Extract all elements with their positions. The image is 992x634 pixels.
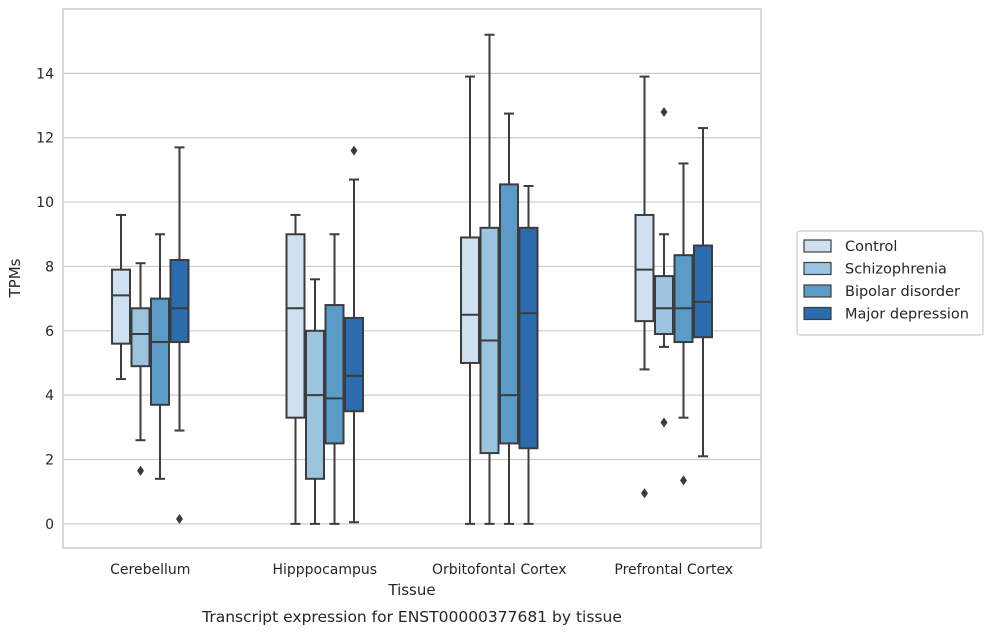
- box-iqr: [634, 213, 655, 323]
- box-iqr: [285, 233, 306, 419]
- outlier-point: [350, 145, 358, 156]
- box-iqr: [518, 226, 539, 450]
- box-iqr: [169, 258, 190, 344]
- outlier-point: [137, 465, 144, 476]
- x-tick-label: Prefrontal Cortex: [614, 562, 733, 578]
- box-1-0: [285, 213, 306, 525]
- x-axis-ticks: Cerebellum Hipppocampus Orbitofontal Corte…: [110, 562, 733, 578]
- legend-label: Bipolar disorder: [845, 284, 960, 300]
- box-1-3: [344, 145, 364, 524]
- box-iqr: [305, 329, 325, 480]
- box-iqr: [499, 183, 519, 445]
- box-3-0: [634, 75, 655, 499]
- outlier-point: [660, 417, 668, 428]
- box-iqr: [344, 316, 364, 413]
- box-plot-series: [111, 33, 713, 525]
- box-2-1: [479, 33, 500, 525]
- box-3-3: [693, 127, 713, 458]
- x-tick-label: Hipppocampus: [272, 562, 377, 578]
- box-0-3: [169, 146, 190, 525]
- box-iqr: [654, 275, 674, 336]
- y-tick-label: 14: [36, 66, 54, 82]
- box-2-3: [518, 184, 539, 525]
- outlier-point: [176, 514, 183, 525]
- y-tick-label: 2: [45, 453, 54, 469]
- legend-label: Major depression: [845, 307, 969, 323]
- box-1-2: [324, 233, 345, 525]
- y-tick-label: 8: [45, 259, 54, 275]
- box-iqr: [324, 304, 345, 445]
- y-tick-label: 12: [36, 131, 54, 147]
- box-iqr: [150, 297, 170, 406]
- legend-label: Control: [845, 239, 897, 255]
- box-3-1: [654, 106, 674, 428]
- chart-caption: Transcript expression for ENST0000037768…: [201, 608, 622, 626]
- box-2-0: [460, 75, 480, 525]
- box-0-0: [111, 213, 131, 381]
- y-tick-label: 10: [36, 195, 54, 211]
- x-axis-label: Tissue: [387, 581, 435, 599]
- box-iqr: [673, 254, 694, 344]
- box-0-1: [130, 262, 151, 476]
- box-iqr: [693, 244, 713, 339]
- box-3-2: [673, 162, 694, 486]
- box-iqr: [111, 268, 131, 345]
- y-tick-label: 0: [45, 517, 54, 533]
- legend-frame: [796, 230, 984, 336]
- plot-frame: [62, 8, 762, 549]
- legend-swatch: [803, 306, 832, 321]
- y-axis-ticks: 0 2 4 6 8 10 12 14: [36, 66, 54, 533]
- outlier-point: [680, 475, 687, 486]
- box-0-2: [150, 233, 170, 480]
- y-axis-label: TPMs: [6, 258, 24, 298]
- outlier-point: [641, 488, 648, 499]
- x-tick-label: Orbitofontal Cortex: [432, 562, 567, 578]
- box-1-1: [305, 278, 325, 525]
- y-tick-label: 4: [45, 388, 54, 404]
- x-tick-label: Cerebellum: [110, 562, 190, 578]
- legend: Control Schizophrenia Bipolar disorder Majo…: [796, 230, 984, 336]
- legend-label: Schizophrenia: [845, 262, 947, 278]
- box-2-2: [499, 112, 519, 525]
- y-tick-label: 6: [45, 324, 54, 340]
- legend-swatch: [803, 261, 832, 276]
- box-iqr: [460, 236, 480, 364]
- box-iqr: [130, 307, 151, 368]
- legend-swatch: [803, 239, 832, 253]
- legend-swatch: [803, 284, 832, 298]
- outlier-point: [660, 106, 668, 117]
